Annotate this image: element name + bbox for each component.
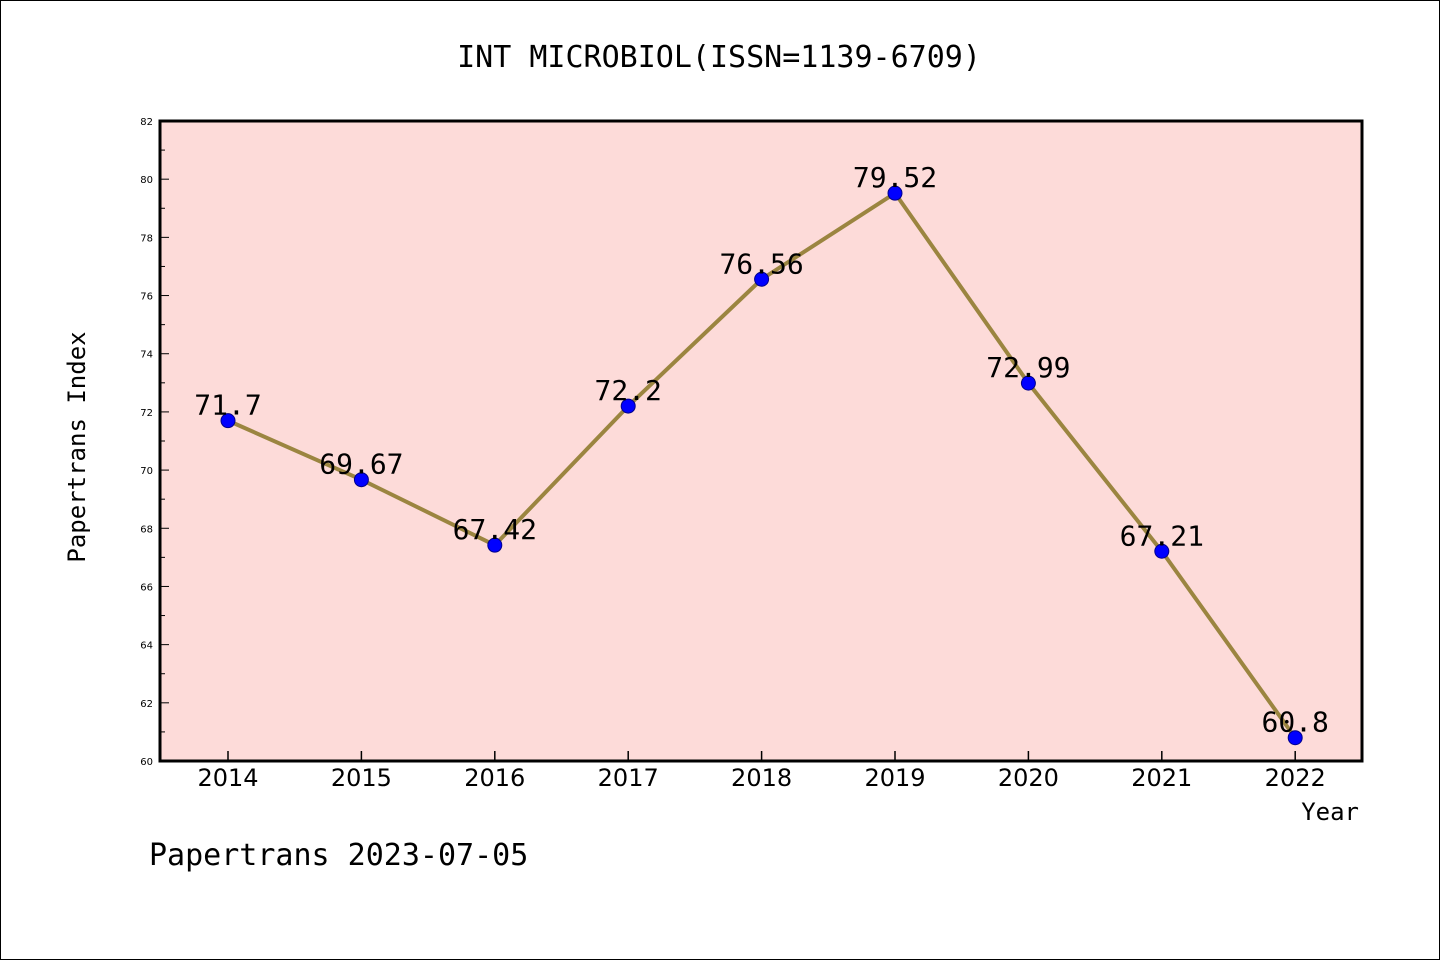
- x-tick-label: 2015: [331, 764, 392, 792]
- x-tick-label: 2018: [731, 764, 792, 792]
- data-label: 71.7: [194, 389, 261, 422]
- data-label: 79.52: [853, 161, 937, 194]
- x-axis-ticks: 2014 2015 2016 2017 2018 2019 2020 2021 2022: [197, 751, 1326, 792]
- y-tick-label: 80: [140, 175, 153, 186]
- data-labels: 71.7 69.67 67.42 72.2 76.56 79.52 72.99 67.21 60…: [194, 161, 1329, 739]
- y-tick-label: 64: [140, 641, 153, 652]
- y-tick-label: 78: [140, 233, 153, 244]
- y-tick-label: 60: [140, 757, 153, 768]
- chart-title: INT MICROBIOL(ISSN=1139-6709): [457, 40, 981, 75]
- data-label: 67.42: [453, 513, 537, 546]
- data-point: [353, 472, 369, 488]
- plot-area: [160, 121, 1362, 761]
- y-axis-ticks: 60 62 64 66 68 70 72 74 76 78 80 82: [140, 117, 169, 768]
- y-tick-label: 72: [140, 408, 153, 419]
- y-tick-label: 74: [140, 350, 153, 361]
- data-point: [1154, 543, 1170, 559]
- series-layer: [220, 185, 1303, 746]
- y-tick-label: 76: [140, 292, 153, 303]
- data-label: 72.99: [986, 351, 1070, 384]
- plot-frame: [158, 119, 1364, 763]
- x-tick-label: 2016: [464, 764, 525, 792]
- data-label: 60.8: [1261, 706, 1328, 739]
- y-tick-label: 70: [140, 466, 153, 477]
- data-point: [887, 185, 903, 201]
- x-tick-label: 2020: [998, 764, 1059, 792]
- data-point: [220, 413, 236, 429]
- x-tick-label: 2014: [197, 764, 258, 792]
- x-axis-title: Year: [1301, 798, 1359, 826]
- data-point: [487, 537, 503, 553]
- x-tick-label: 2022: [1265, 764, 1326, 792]
- y-tick-label: 68: [140, 524, 153, 535]
- footer-date-stamp: Papertrans 2023-07-05: [149, 838, 528, 873]
- data-label: 72.2: [594, 374, 661, 407]
- x-tick-label: 2021: [1131, 764, 1192, 792]
- data-point: [620, 398, 636, 414]
- x-tick-label: 2017: [598, 764, 659, 792]
- data-point: [1020, 375, 1036, 391]
- data-label: 69.67: [319, 448, 403, 481]
- data-label: 67.21: [1120, 519, 1204, 552]
- data-label: 76.56: [719, 247, 803, 280]
- y-axis-title: Papertrans Index: [63, 331, 91, 562]
- y-tick-label: 62: [140, 699, 153, 710]
- x-tick-label: 2019: [864, 764, 925, 792]
- y-tick-label: 82: [140, 117, 153, 128]
- data-point: [1287, 730, 1303, 746]
- y-tick-label: 66: [140, 582, 153, 593]
- data-point: [754, 271, 770, 287]
